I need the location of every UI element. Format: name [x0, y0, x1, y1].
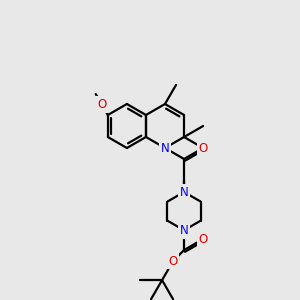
Text: O: O: [97, 98, 106, 111]
Text: O: O: [199, 232, 208, 246]
Text: N: N: [180, 185, 188, 199]
Text: N: N: [160, 142, 169, 154]
Text: N: N: [180, 224, 188, 237]
Text: O: O: [168, 255, 178, 268]
Text: O: O: [199, 142, 208, 154]
